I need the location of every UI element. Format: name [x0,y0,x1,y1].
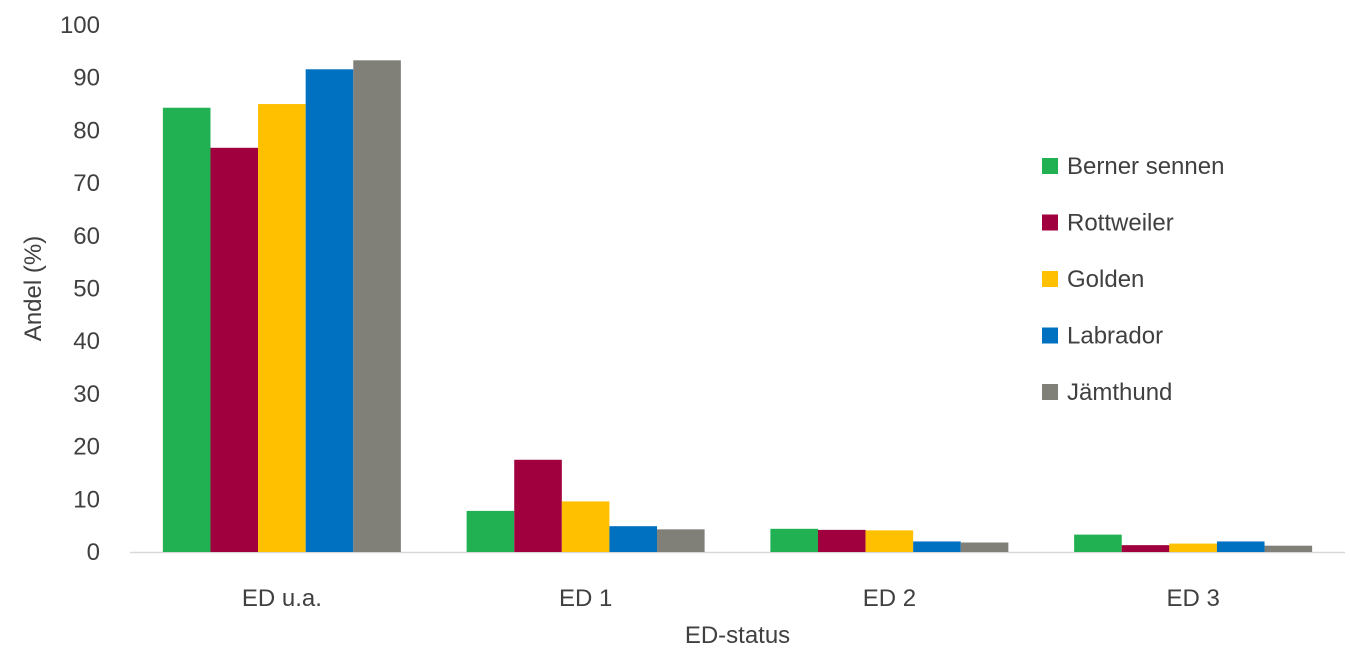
bar-groups [162,60,1313,553]
x-axis-title: ED-status [685,622,790,649]
legend-label: Jämthund [1067,379,1172,406]
legend-item: Berner sennen [1042,153,1224,180]
legend: Berner sennen Rottweiler Golden Labrador Jäm… [1042,153,1224,406]
bar [657,529,705,552]
bar [305,69,354,553]
bar [514,459,562,552]
bar [1264,545,1313,552]
legend-item: Rottweiler [1042,210,1174,237]
bar [353,60,401,553]
bar-group [770,528,1009,552]
y-tick-label: 100 [60,12,100,39]
bar [162,107,211,553]
legend-swatch [1042,214,1058,231]
y-tick-label: 20 [73,434,100,461]
x-tick-label: ED 2 [863,585,916,612]
y-axis-ticks: 0 10 20 30 40 50 60 70 80 90 100 [60,12,100,566]
legend-label: Golden [1067,266,1144,293]
bar-group [466,459,705,552]
y-tick-label: 30 [73,381,100,408]
y-tick-label: 70 [73,170,100,197]
y-tick-label: 90 [73,65,100,92]
legend-swatch [1042,327,1058,344]
y-tick-label: 10 [73,486,100,513]
legend-swatch [1042,384,1058,400]
legend-label: Labrador [1067,323,1163,350]
y-tick-label: 50 [73,276,100,303]
legend-swatch [1042,271,1058,287]
bar [770,528,818,552]
y-tick-label: 80 [73,117,100,144]
legend-label: Rottweiler [1067,210,1174,237]
bar [258,104,306,553]
bar [865,530,914,552]
x-tick-label: ED 1 [559,585,612,612]
bar [561,501,610,552]
bar [1216,541,1265,552]
legend-item: Jämthund [1042,379,1172,406]
bar [1169,543,1217,552]
x-axis-ticks: ED u.a. ED 1 ED 2 ED 3 [242,585,1220,612]
bar [1074,534,1122,552]
bar [913,541,961,552]
bar [609,526,658,552]
bar [210,147,259,553]
bar [960,542,1009,552]
x-tick-label: ED u.a. [242,585,322,612]
legend-label: Berner sennen [1067,153,1224,180]
bar-group [162,60,401,553]
bar [817,529,866,552]
bar-group [1074,534,1313,552]
legend-item: Golden [1042,266,1144,293]
bar [466,510,515,552]
y-tick-label: 0 [87,539,100,566]
bar [1121,545,1170,552]
legend-swatch [1042,158,1058,174]
x-tick-label: ED 3 [1166,585,1219,612]
y-tick-label: 40 [73,328,100,355]
y-axis-title: Andel (%) [20,236,47,341]
y-tick-label: 60 [73,223,100,250]
legend-item: Labrador [1042,323,1163,350]
